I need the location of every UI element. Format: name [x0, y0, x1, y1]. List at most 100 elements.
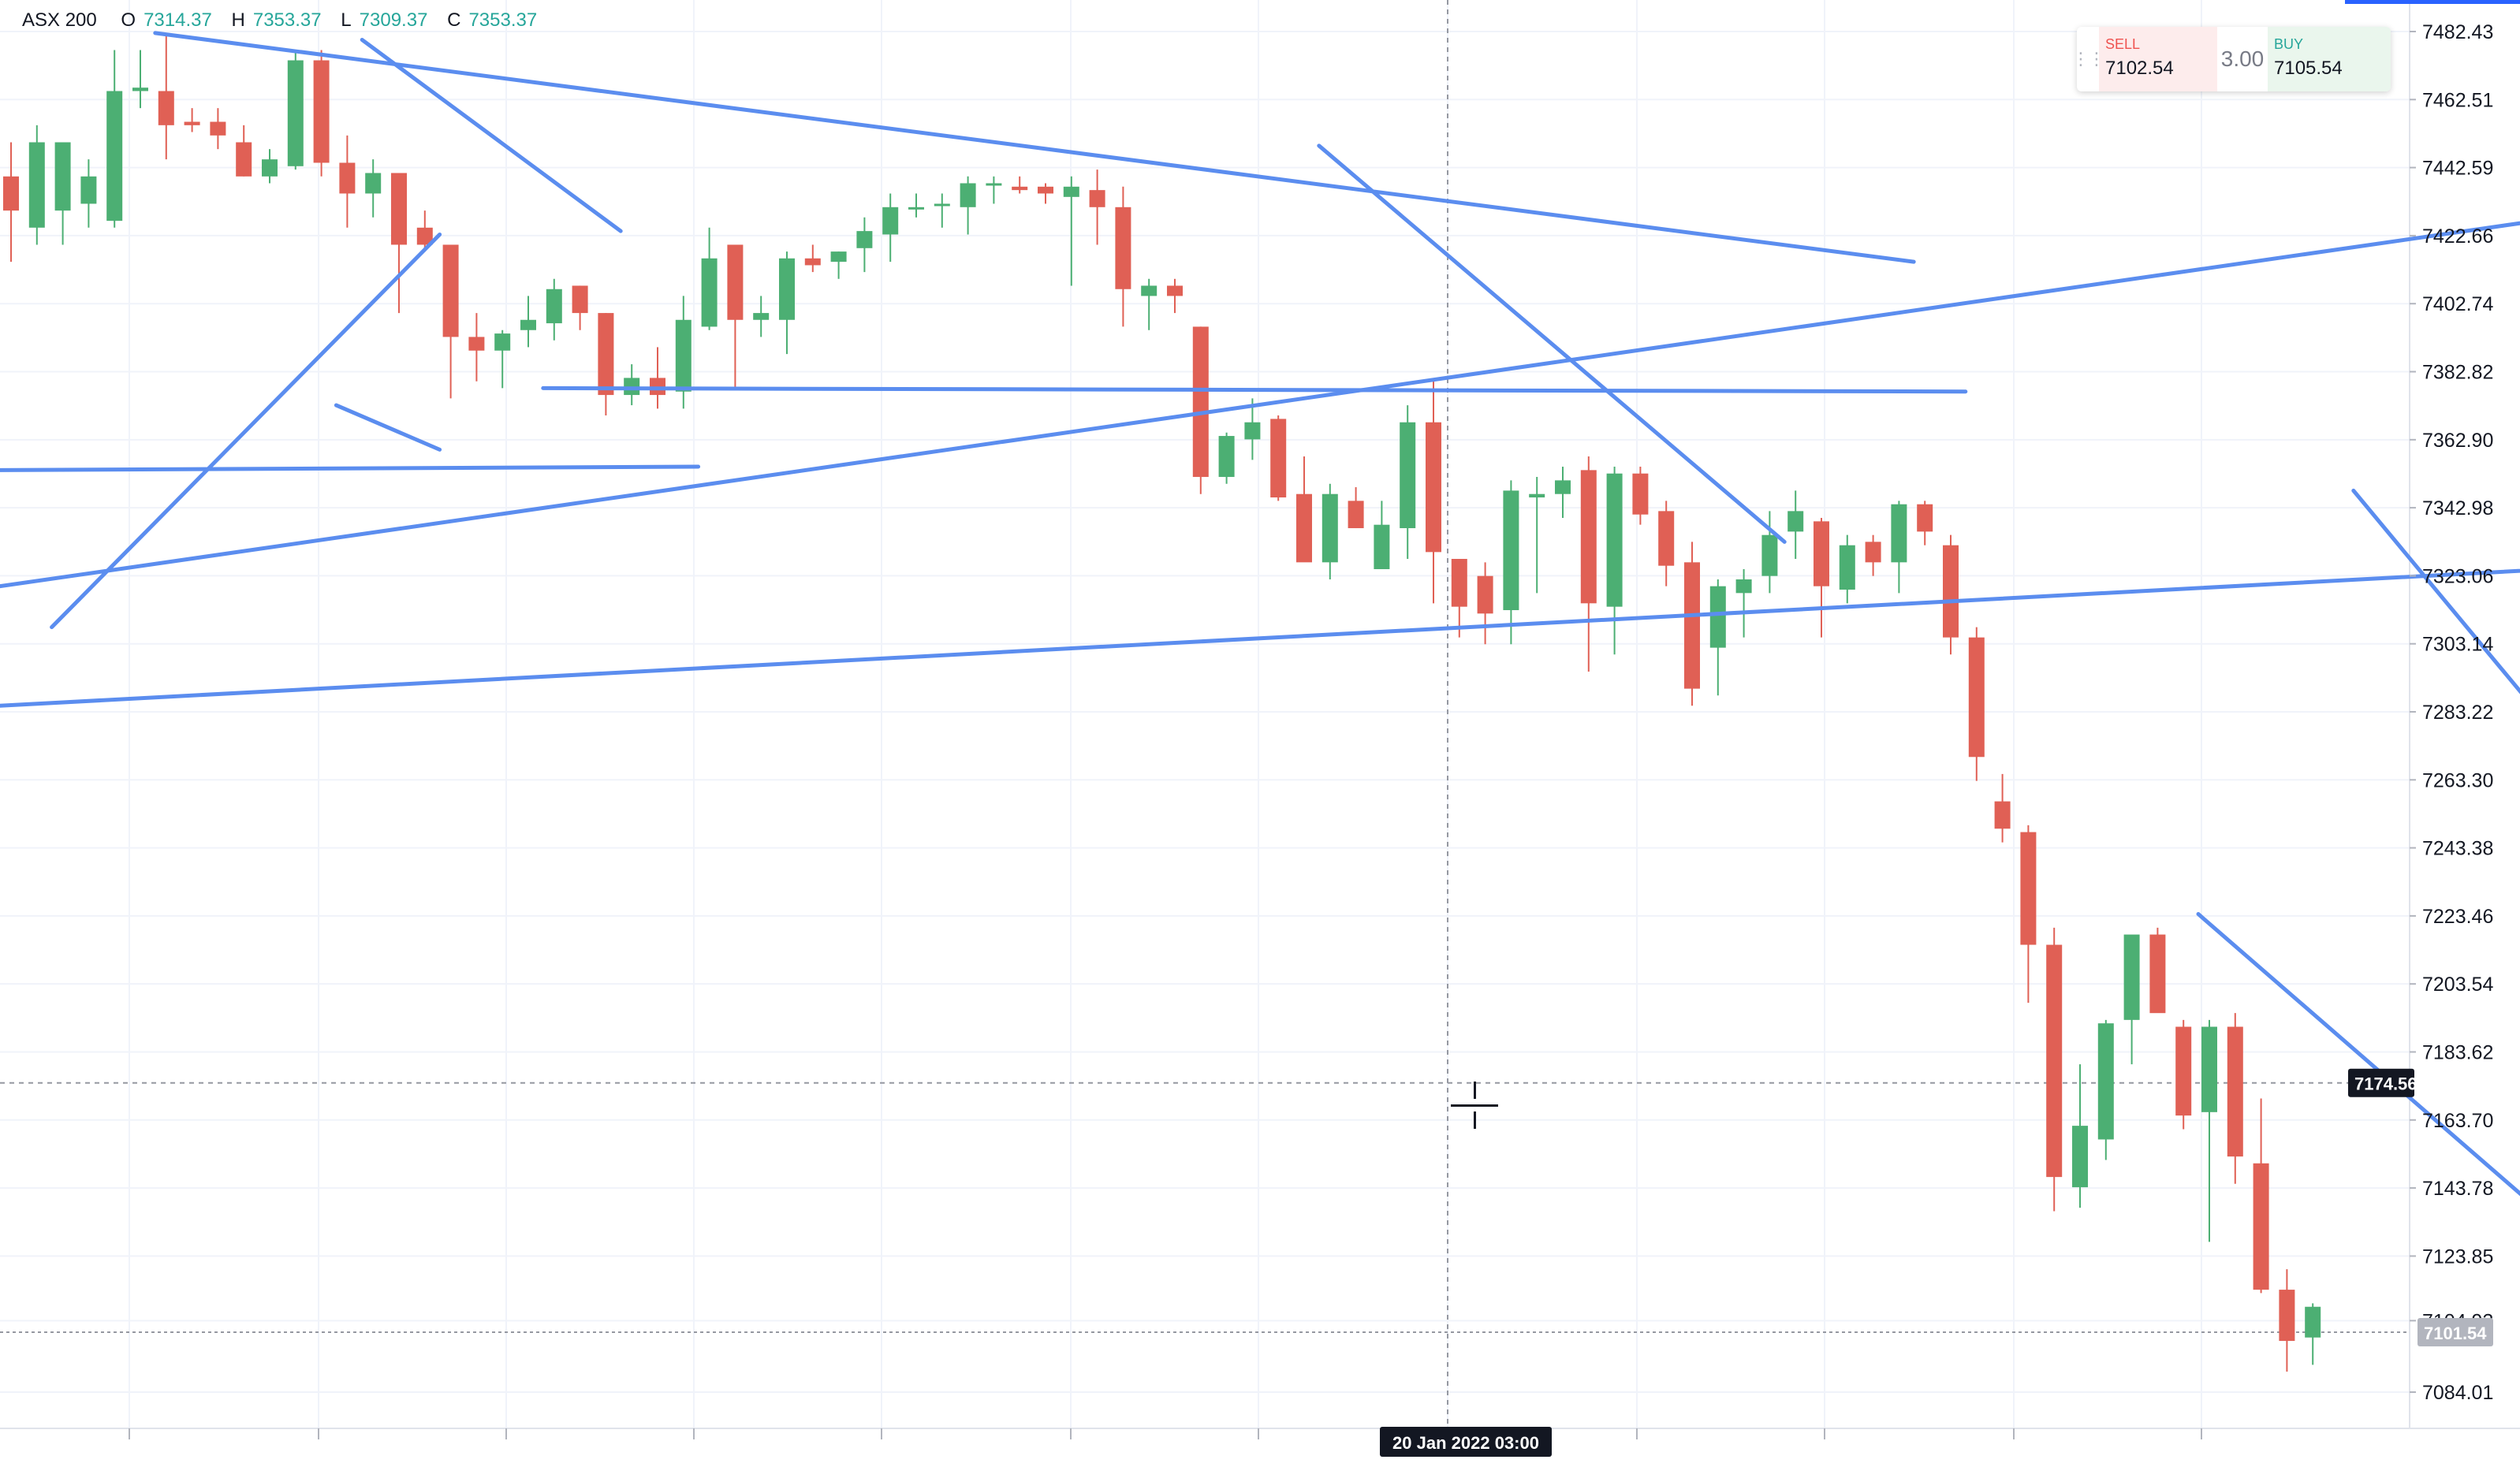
candle-up[interactable] [1787, 490, 1804, 560]
candle-down[interactable] [1038, 183, 1053, 204]
candle-down[interactable] [468, 313, 485, 382]
candle-up[interactable] [675, 296, 692, 409]
candle-up[interactable] [28, 125, 45, 245]
candle-up[interactable] [546, 278, 562, 341]
candle-up[interactable] [1839, 534, 1855, 604]
candle-down[interactable] [2020, 825, 2037, 1003]
candle-up[interactable] [287, 50, 304, 170]
trendline[interactable] [1317, 143, 1787, 544]
candle-down[interactable] [1296, 456, 1312, 563]
drag-handle-icon[interactable]: ⋮⋮ [2077, 49, 2105, 69]
candle-down[interactable] [1580, 456, 1597, 672]
candle-up[interactable] [960, 176, 976, 235]
candle-down[interactable] [2253, 1098, 2269, 1294]
candle-up[interactable] [779, 251, 795, 355]
candle-down[interactable] [1426, 381, 1441, 604]
candle-up[interactable] [1322, 483, 1338, 580]
candle-down[interactable] [1089, 169, 1105, 245]
candle-up[interactable] [1503, 480, 1519, 645]
trendline[interactable] [50, 232, 442, 630]
candle-down[interactable] [804, 244, 821, 273]
candle-down[interactable] [1348, 487, 1364, 529]
candle-up[interactable] [365, 159, 382, 218]
candle-up[interactable] [934, 193, 950, 228]
trendline[interactable] [541, 385, 1968, 394]
candle-down[interactable] [210, 108, 226, 150]
candle-up[interactable] [1063, 176, 1079, 286]
candle-up[interactable] [1400, 405, 1416, 560]
candle-down[interactable] [339, 135, 356, 228]
trendline[interactable] [153, 31, 1916, 264]
candle-down[interactable] [598, 313, 614, 416]
candle-up[interactable] [80, 159, 97, 228]
candle-up[interactable] [520, 296, 536, 348]
candle-up[interactable] [1218, 432, 1235, 484]
candle-up[interactable] [986, 176, 1002, 204]
candle-down[interactable] [2046, 927, 2063, 1212]
symbol-label[interactable]: ASX 200 [22, 9, 97, 31]
candle-down[interactable] [1865, 534, 1881, 576]
buy-button[interactable]: BUY 7105.54 [2268, 27, 2391, 91]
candle-down[interactable] [1658, 501, 1675, 586]
price-axis[interactable]: 7482.43 7462.51 7442.59 7422.66 7402.74 7382.… [2410, 21, 2493, 1404]
trendline[interactable] [2196, 912, 2520, 1342]
candle-down[interactable] [727, 244, 744, 389]
candle-down[interactable] [1968, 627, 1985, 781]
candle-up[interactable] [1244, 398, 1261, 460]
candle-up[interactable] [1606, 467, 1623, 655]
candle-up[interactable] [1555, 467, 1571, 519]
candle-up[interactable] [1709, 579, 1726, 696]
trendline[interactable] [360, 38, 623, 233]
candle-down[interactable] [1451, 559, 1467, 638]
candle-up[interactable] [882, 193, 899, 262]
candle-down[interactable] [158, 32, 174, 160]
candle-down[interactable] [1477, 562, 1493, 645]
trendline[interactable] [0, 218, 2520, 589]
candle-down[interactable] [1012, 176, 1028, 194]
candle-down[interactable] [236, 125, 252, 177]
candle-up[interactable] [624, 364, 640, 406]
candle-down[interactable] [2227, 1013, 2243, 1184]
candle-down[interactable] [1632, 467, 1649, 525]
candle-up[interactable] [753, 296, 770, 337]
candle-up[interactable] [2123, 934, 2140, 1065]
candle-down[interactable] [2175, 1019, 2192, 1130]
candle-up[interactable] [2097, 1019, 2114, 1160]
candle-down[interactable] [3, 142, 19, 262]
candle-up[interactable] [132, 50, 148, 109]
candle-up[interactable] [1374, 501, 1390, 570]
candle-down[interactable] [416, 210, 433, 252]
candle-up[interactable] [1735, 569, 1752, 638]
candle-up[interactable] [262, 149, 278, 184]
candle-down[interactable] [1167, 278, 1183, 314]
candles[interactable] [3, 32, 2321, 1372]
candle-up[interactable] [830, 251, 847, 279]
candle-up[interactable] [1529, 477, 1545, 594]
candle-up[interactable] [2201, 1019, 2217, 1242]
trendline[interactable] [0, 464, 701, 472]
candle-down[interactable] [313, 50, 330, 177]
candle-up[interactable] [1891, 501, 1907, 594]
candle-up[interactable] [494, 330, 511, 389]
candle-down[interactable] [2149, 927, 2166, 1014]
candle-down[interactable] [391, 173, 407, 314]
candle-down[interactable] [1917, 501, 1933, 545]
trendlines[interactable] [0, 31, 2520, 1342]
candle-down[interactable] [2279, 1269, 2295, 1372]
trendline[interactable] [334, 403, 442, 452]
candle-up[interactable] [106, 50, 123, 228]
candle-down[interactable] [1270, 415, 1287, 501]
candle-down[interactable] [572, 285, 588, 330]
candle-up[interactable] [2072, 1064, 2088, 1208]
candle-down[interactable] [1814, 518, 1829, 638]
candle-up[interactable] [2305, 1303, 2321, 1365]
candle-down[interactable] [1684, 542, 1700, 706]
candle-up[interactable] [908, 193, 924, 218]
sell-button[interactable]: SELL 7102.54 [2099, 27, 2217, 91]
candle-down[interactable] [442, 244, 459, 399]
candle-up[interactable] [1761, 511, 1778, 594]
candle-down[interactable] [1115, 186, 1131, 327]
candle-up[interactable] [1141, 278, 1157, 330]
